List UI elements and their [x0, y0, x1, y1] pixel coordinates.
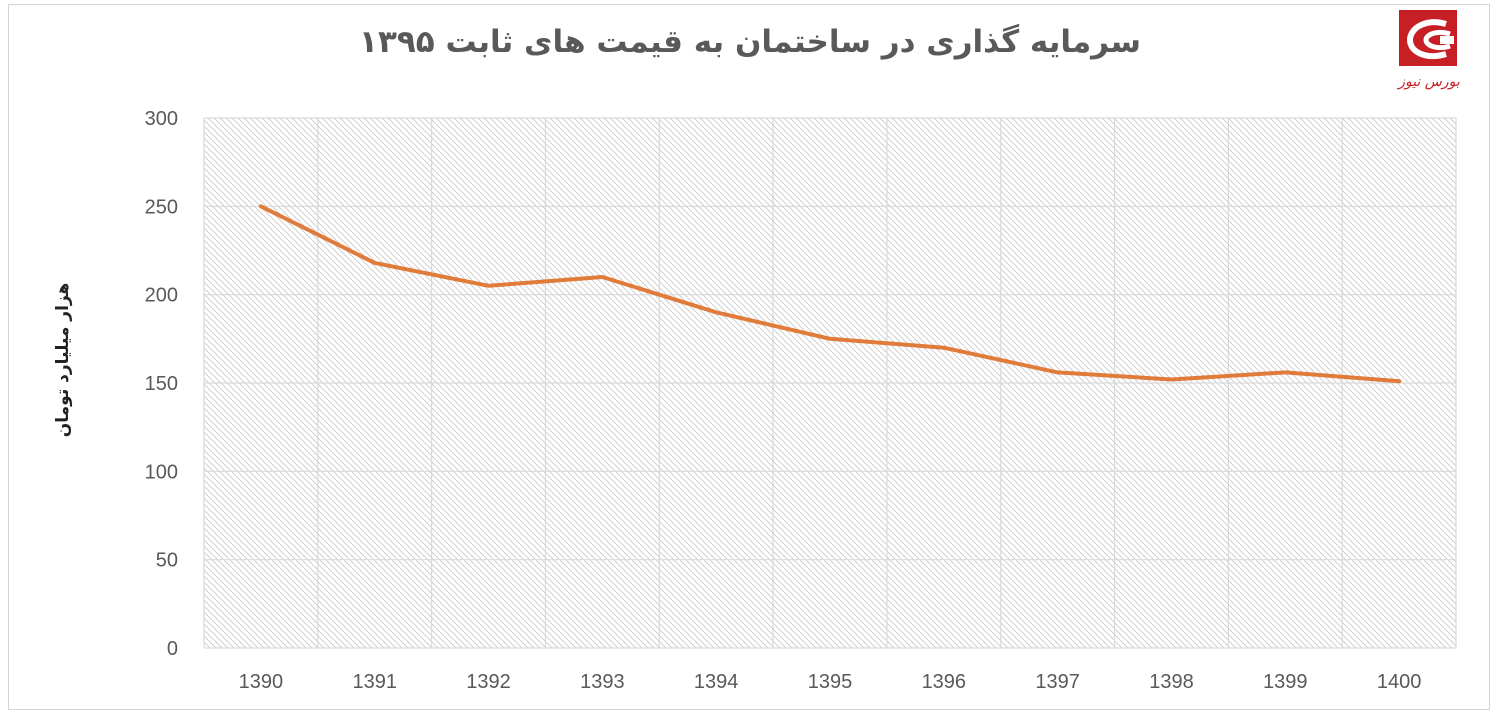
y-tick-label: 0: [167, 638, 178, 660]
x-tick-label: 1393: [580, 671, 625, 693]
y-tick-label: 200: [145, 285, 178, 307]
chart-title: سرمایه گذاری در ساختمان به قیمت های ثابت…: [359, 24, 1141, 60]
logo: بورس نیوز: [1396, 10, 1462, 102]
chart-frame: [8, 4, 1490, 710]
data-point: [1056, 370, 1060, 374]
data-point: [1169, 377, 1173, 381]
x-tick-label: 1395: [808, 671, 853, 693]
x-tick-label: 1398: [1149, 671, 1194, 693]
logo-mark-icon: [1399, 10, 1457, 66]
data-point: [942, 346, 946, 350]
data-point: [259, 204, 263, 208]
data-point: [1283, 370, 1287, 374]
x-tick-label: 1397: [1035, 671, 1080, 693]
y-tick-label: 150: [145, 373, 178, 395]
data-point: [828, 337, 832, 341]
y-tick-label: 50: [156, 550, 178, 572]
x-tick-label: 1392: [466, 671, 511, 693]
x-tick-label: 1390: [239, 671, 284, 693]
logo-word: بورس نیوز: [1398, 74, 1460, 90]
x-tick-label: 1400: [1377, 671, 1422, 693]
x-tick-label: 1394: [694, 671, 739, 693]
data-point: [714, 310, 718, 314]
data-point: [600, 275, 604, 279]
x-tick-label: 1396: [922, 671, 967, 693]
x-tick-label: 1391: [352, 671, 397, 693]
y-tick-label: 300: [145, 108, 178, 130]
x-tick-label: 1399: [1263, 671, 1308, 693]
y-tick-label: 100: [145, 461, 178, 483]
y-tick-label: 250: [145, 196, 178, 218]
data-point: [487, 284, 491, 288]
data-point: [1397, 379, 1401, 383]
data-point: [373, 261, 377, 265]
